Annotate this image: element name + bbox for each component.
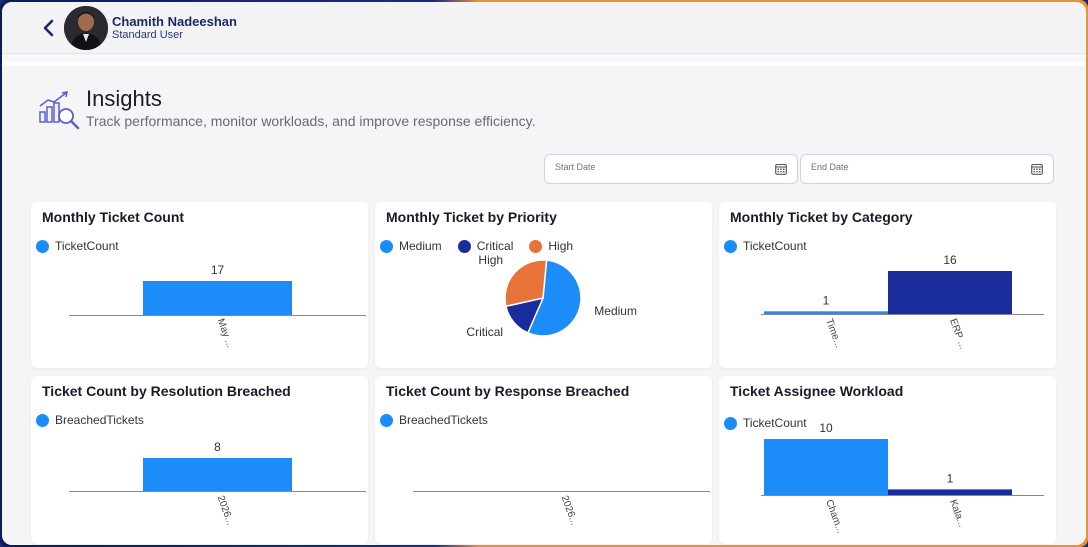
- bar: [764, 311, 888, 314]
- card-resolution-breached: Ticket Count by Resolution Breached Brea…: [31, 376, 368, 544]
- card-response-breached: Ticket Count by Response Breached Breach…: [375, 376, 712, 544]
- pie-slice: [526, 259, 582, 337]
- card-title: Monthly Ticket by Priority: [386, 209, 557, 225]
- bar-chart: 2026...: [413, 491, 710, 527]
- card-title: Ticket Assignee Workload: [730, 383, 904, 399]
- chart-legend: TicketCount: [36, 238, 135, 254]
- start-date-field[interactable]: [544, 154, 798, 184]
- legend-dot: [724, 239, 737, 253]
- card-title: Monthly Ticket Count: [42, 209, 185, 225]
- bar: [888, 271, 1012, 314]
- legend-item[interactable]: Medium: [380, 239, 442, 253]
- tick-label: Kala...: [947, 498, 967, 528]
- end-date-input[interactable]: [811, 162, 1011, 172]
- card-title: Ticket Count by Resolution Breached: [42, 383, 291, 399]
- slice-label: High: [478, 253, 503, 267]
- bar-chart: 1 Time... 16 ERP ...: [761, 253, 1044, 351]
- user-role: Standard User: [112, 29, 183, 41]
- chart-legend: TicketCount: [724, 415, 823, 431]
- bar-chart: 10 Cham... 1 Kala...: [761, 421, 1044, 535]
- start-date-input[interactable]: [555, 162, 755, 172]
- legend-label: TicketCount: [743, 416, 807, 430]
- legend-dot: [457, 239, 471, 253]
- slice-label: Medium: [594, 304, 637, 318]
- card-title: Monthly Ticket by Category: [730, 209, 913, 225]
- legend-dot: [36, 413, 49, 427]
- user-photo-icon: [64, 6, 108, 50]
- end-date-field[interactable]: [800, 154, 1054, 184]
- bar: [143, 281, 292, 315]
- chart-legend: BreachedTickets: [380, 412, 504, 428]
- legend-label: BreachedTickets: [399, 413, 488, 427]
- bar: [143, 458, 292, 491]
- data-label: 17: [211, 263, 225, 277]
- tick-label: 2026...: [559, 494, 580, 527]
- bar-chart: 8 2026...: [69, 440, 366, 527]
- page-subtitle: Track performance, monitor workloads, an…: [86, 113, 536, 129]
- legend-item[interactable]: Critical: [457, 239, 514, 253]
- analytics-search-icon: [39, 91, 80, 130]
- data-label: 8: [214, 440, 221, 454]
- legend-label: High: [548, 239, 574, 253]
- chart-legend: BreachedTickets: [36, 412, 160, 428]
- tick-label: Cham...: [823, 498, 845, 535]
- pie-chart: Medium Critical High: [466, 253, 637, 339]
- chart-legend: Medium Critical High: [380, 238, 589, 254]
- slice-label: Critical: [466, 325, 503, 339]
- tick-label: 2026...: [215, 494, 236, 527]
- legend-item[interactable]: TicketCount: [724, 239, 807, 253]
- legend-dot: [36, 239, 49, 253]
- chevron-left-icon: [43, 19, 54, 37]
- card-title: Ticket Count by Response Breached: [386, 383, 630, 399]
- legend-item[interactable]: TicketCount: [724, 416, 807, 430]
- pie-slice: [504, 259, 548, 308]
- legend-dot: [529, 239, 543, 253]
- legend-item[interactable]: BreachedTickets: [380, 413, 488, 427]
- legend-dot: [724, 416, 737, 430]
- tick-label: May ...: [215, 317, 236, 349]
- bar-chart: 17 May ...: [69, 263, 366, 349]
- tick-label: Time...: [823, 317, 844, 349]
- data-label: 16: [943, 253, 957, 267]
- data-label: 1: [947, 471, 954, 485]
- avatar[interactable]: [64, 6, 108, 50]
- top-bar: Chamith Nadeeshan Standard User: [2, 2, 1086, 54]
- back-button[interactable]: [38, 17, 58, 39]
- user-name: Chamith Nadeeshan: [112, 14, 237, 29]
- card-assignee-workload: Ticket Assignee Workload TicketCount 10 C…: [719, 376, 1056, 544]
- main-content: Insights Track performance, monitor work…: [2, 62, 1086, 545]
- legend-dot: [380, 413, 393, 427]
- data-label: 10: [819, 421, 833, 435]
- card-monthly-ticket-by-priority: Monthly Ticket by Priority Medium Critic…: [375, 202, 712, 368]
- bar: [764, 439, 888, 495]
- legend-label: TicketCount: [743, 239, 807, 253]
- legend-label: Medium: [399, 239, 442, 253]
- bar: [888, 489, 1012, 495]
- legend-label: Critical: [476, 239, 514, 253]
- card-monthly-ticket-by-category: Monthly Ticket by Category TicketCount 1…: [719, 202, 1056, 368]
- page-title: Insights: [86, 86, 162, 111]
- calendar-icon[interactable]: [1031, 163, 1043, 175]
- tick-label: ERP ...: [947, 317, 968, 350]
- card-monthly-ticket-count: Monthly Ticket Count TicketCount 17 May .…: [31, 202, 368, 368]
- calendar-icon[interactable]: [775, 163, 787, 175]
- data-label: 1: [823, 293, 830, 307]
- legend-label: BreachedTickets: [55, 413, 144, 427]
- legend-item[interactable]: High: [529, 239, 573, 253]
- legend-item[interactable]: BreachedTickets: [36, 413, 144, 427]
- chart-legend: TicketCount: [724, 238, 823, 254]
- legend-dot: [380, 239, 393, 253]
- legend-item[interactable]: TicketCount: [36, 239, 119, 253]
- legend-label: TicketCount: [55, 239, 119, 253]
